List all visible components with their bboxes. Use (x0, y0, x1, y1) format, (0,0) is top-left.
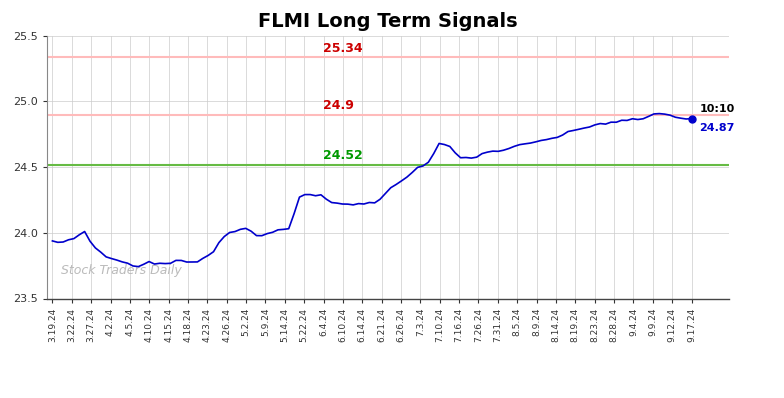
Text: 10:10: 10:10 (699, 104, 735, 114)
Text: Stock Traders Daily: Stock Traders Daily (60, 265, 181, 277)
Text: 24.9: 24.9 (323, 100, 354, 112)
Text: 24.52: 24.52 (323, 149, 363, 162)
Text: 24.87: 24.87 (699, 123, 735, 133)
Text: 25.34: 25.34 (323, 41, 363, 55)
Title: FLMI Long Term Signals: FLMI Long Term Signals (258, 12, 518, 31)
